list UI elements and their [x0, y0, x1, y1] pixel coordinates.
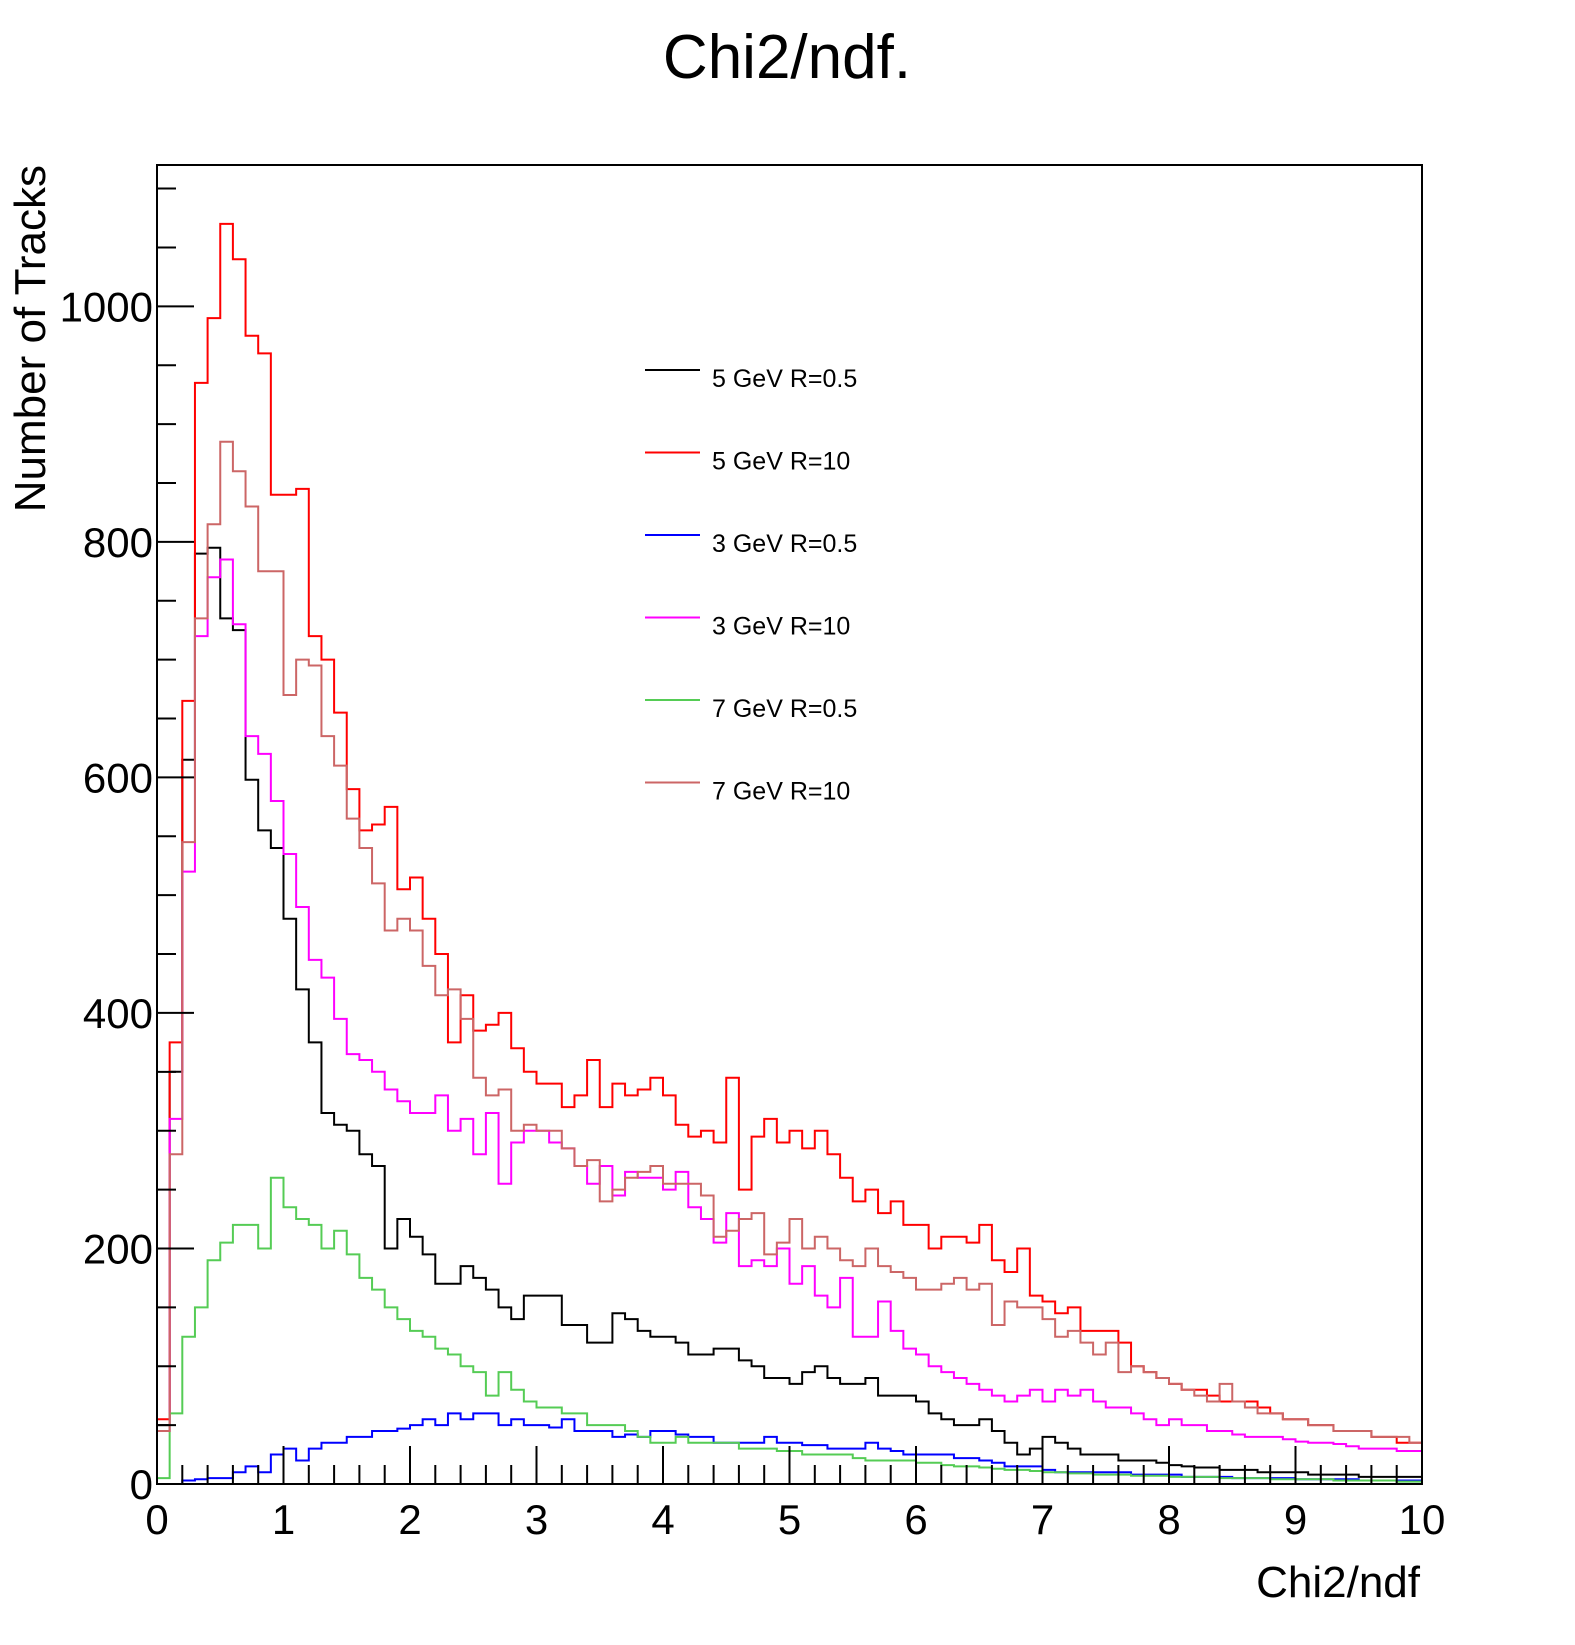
- series-line-5: [156, 1176, 1423, 1484]
- x-tick-label: 10: [1399, 1496, 1446, 1543]
- legend-entry-label: 3 GeV R=10: [712, 613, 850, 641]
- plot-frame: [156, 164, 1423, 1485]
- x-tick-label: 2: [398, 1496, 421, 1543]
- legend-entry-label: 7 GeV R=10: [712, 778, 850, 806]
- legend-entry-label: 7 GeV R=0.5: [712, 695, 857, 723]
- y-tick-label: 400: [83, 990, 153, 1037]
- series-line-3: [157, 1412, 1423, 1485]
- y-tick-label: 0: [130, 1461, 153, 1508]
- y-tick-label: 200: [83, 1225, 153, 1272]
- x-tick-label: 8: [1157, 1496, 1180, 1543]
- series-layer: [156, 222, 1423, 1485]
- legend: 5 GeV R=0.5 5 GeV R=10 3 GeV R=0.5 3 GeV R=…: [645, 365, 857, 806]
- axes-layer: 0 1 2 3 4 5 6 7 8 9 10 0 200 400 600 800 1000: [60, 187, 1446, 1543]
- series-line-4: [156, 558, 1423, 1484]
- y-tick-label: 600: [83, 754, 153, 801]
- series-line-2: [156, 222, 1423, 1484]
- y-tick-label: 800: [83, 519, 153, 566]
- x-tick-label: 5: [778, 1496, 801, 1543]
- x-axis-label: Chi2/ndf: [1256, 1558, 1421, 1607]
- legend-entry-label: 3 GeV R=0.5: [712, 530, 857, 558]
- legend-entry-label: 5 GeV R=10: [712, 448, 850, 476]
- series-line-6: [156, 440, 1423, 1484]
- x-tick-label: 0: [145, 1496, 168, 1543]
- chart-title: Chi2/ndf.: [663, 23, 911, 92]
- y-tick-label: 1000: [60, 283, 153, 330]
- x-tick-label: 7: [1031, 1496, 1054, 1543]
- series-line-1: [156, 546, 1423, 1484]
- x-tick-label: 6: [904, 1496, 927, 1543]
- x-tick-label: 4: [651, 1496, 674, 1543]
- y-axis-label: Number of Tracks: [6, 165, 55, 512]
- x-tick-label: 3: [525, 1496, 548, 1543]
- x-tick-label: 1: [272, 1496, 295, 1543]
- x-tick-label: 9: [1284, 1496, 1307, 1543]
- legend-entry-label: 5 GeV R=0.5: [712, 365, 857, 393]
